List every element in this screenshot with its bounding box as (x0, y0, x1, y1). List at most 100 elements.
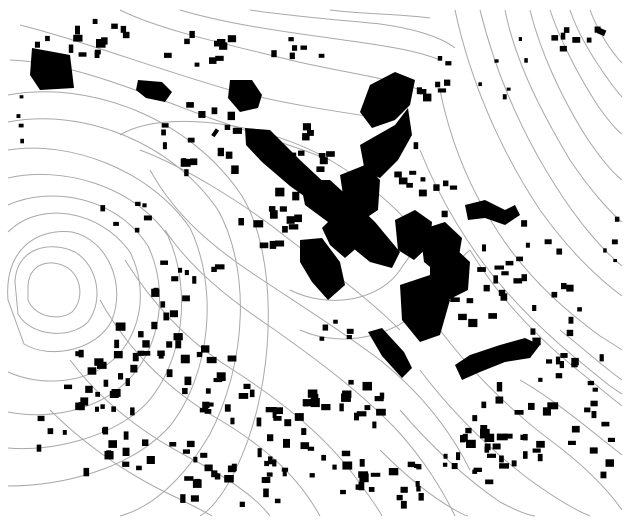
building (182, 388, 188, 395)
building (394, 171, 402, 178)
building (198, 111, 206, 118)
building-block (300, 238, 345, 300)
building (555, 373, 563, 379)
building (484, 443, 491, 451)
building (413, 142, 419, 150)
building (302, 133, 310, 141)
building (142, 340, 150, 348)
building (478, 82, 482, 87)
building (592, 387, 598, 392)
building (483, 284, 490, 292)
building (600, 471, 607, 479)
building (456, 452, 461, 461)
building (443, 453, 448, 459)
building (186, 102, 194, 108)
building (205, 388, 211, 394)
building (20, 138, 24, 144)
building (100, 404, 105, 409)
building (346, 328, 354, 334)
building (95, 391, 100, 397)
building (130, 364, 138, 373)
building (614, 216, 620, 222)
building (113, 351, 123, 359)
building (302, 399, 313, 407)
contour-line (419, 369, 591, 517)
building (75, 25, 80, 35)
building (291, 152, 297, 158)
building (437, 56, 443, 61)
building (302, 123, 311, 131)
building (485, 479, 494, 485)
building-footprints (16, 18, 620, 509)
contour-line (454, 9, 623, 297)
building (87, 367, 97, 375)
building (92, 18, 98, 24)
building (601, 421, 610, 427)
building (182, 295, 190, 302)
building (216, 372, 226, 381)
building (465, 427, 472, 434)
building (418, 493, 424, 501)
building (591, 411, 597, 419)
building (202, 401, 210, 408)
building (271, 50, 277, 58)
building (537, 453, 543, 462)
building (294, 413, 304, 421)
building (398, 177, 408, 185)
building (118, 373, 124, 380)
building (499, 455, 504, 463)
building (227, 355, 237, 362)
building (83, 467, 90, 477)
building (171, 276, 179, 282)
building (132, 352, 139, 362)
building (106, 450, 112, 459)
building (224, 124, 231, 130)
building (178, 267, 183, 273)
building (513, 278, 523, 284)
building-block (300, 180, 400, 268)
building (376, 408, 386, 416)
building (111, 406, 116, 412)
building (34, 41, 40, 48)
building (319, 336, 325, 341)
building-block (430, 248, 470, 300)
building (211, 107, 218, 115)
building (160, 260, 168, 265)
building (364, 405, 371, 411)
building (125, 378, 130, 386)
building (504, 433, 513, 439)
building (160, 301, 166, 308)
building (182, 449, 190, 454)
building (407, 461, 416, 468)
building (499, 463, 509, 469)
contour-line (399, 409, 536, 517)
building (379, 392, 385, 399)
building (555, 356, 561, 365)
building (359, 473, 369, 483)
building (500, 293, 508, 301)
building (370, 472, 381, 477)
building (196, 351, 203, 358)
building (532, 337, 541, 346)
building (263, 488, 269, 498)
building (120, 25, 127, 33)
building (466, 439, 476, 448)
building (307, 446, 315, 451)
building (136, 465, 142, 471)
building (281, 467, 289, 472)
contour-line (164, 229, 456, 517)
building (18, 123, 24, 128)
building (189, 30, 195, 38)
contour-line (14, 246, 98, 334)
building (267, 434, 274, 442)
building (253, 220, 264, 228)
building (269, 240, 277, 249)
building (406, 182, 413, 188)
building (437, 88, 447, 93)
building (157, 350, 165, 357)
building (230, 417, 235, 425)
building (362, 381, 372, 391)
building (577, 307, 582, 312)
building (214, 264, 225, 270)
